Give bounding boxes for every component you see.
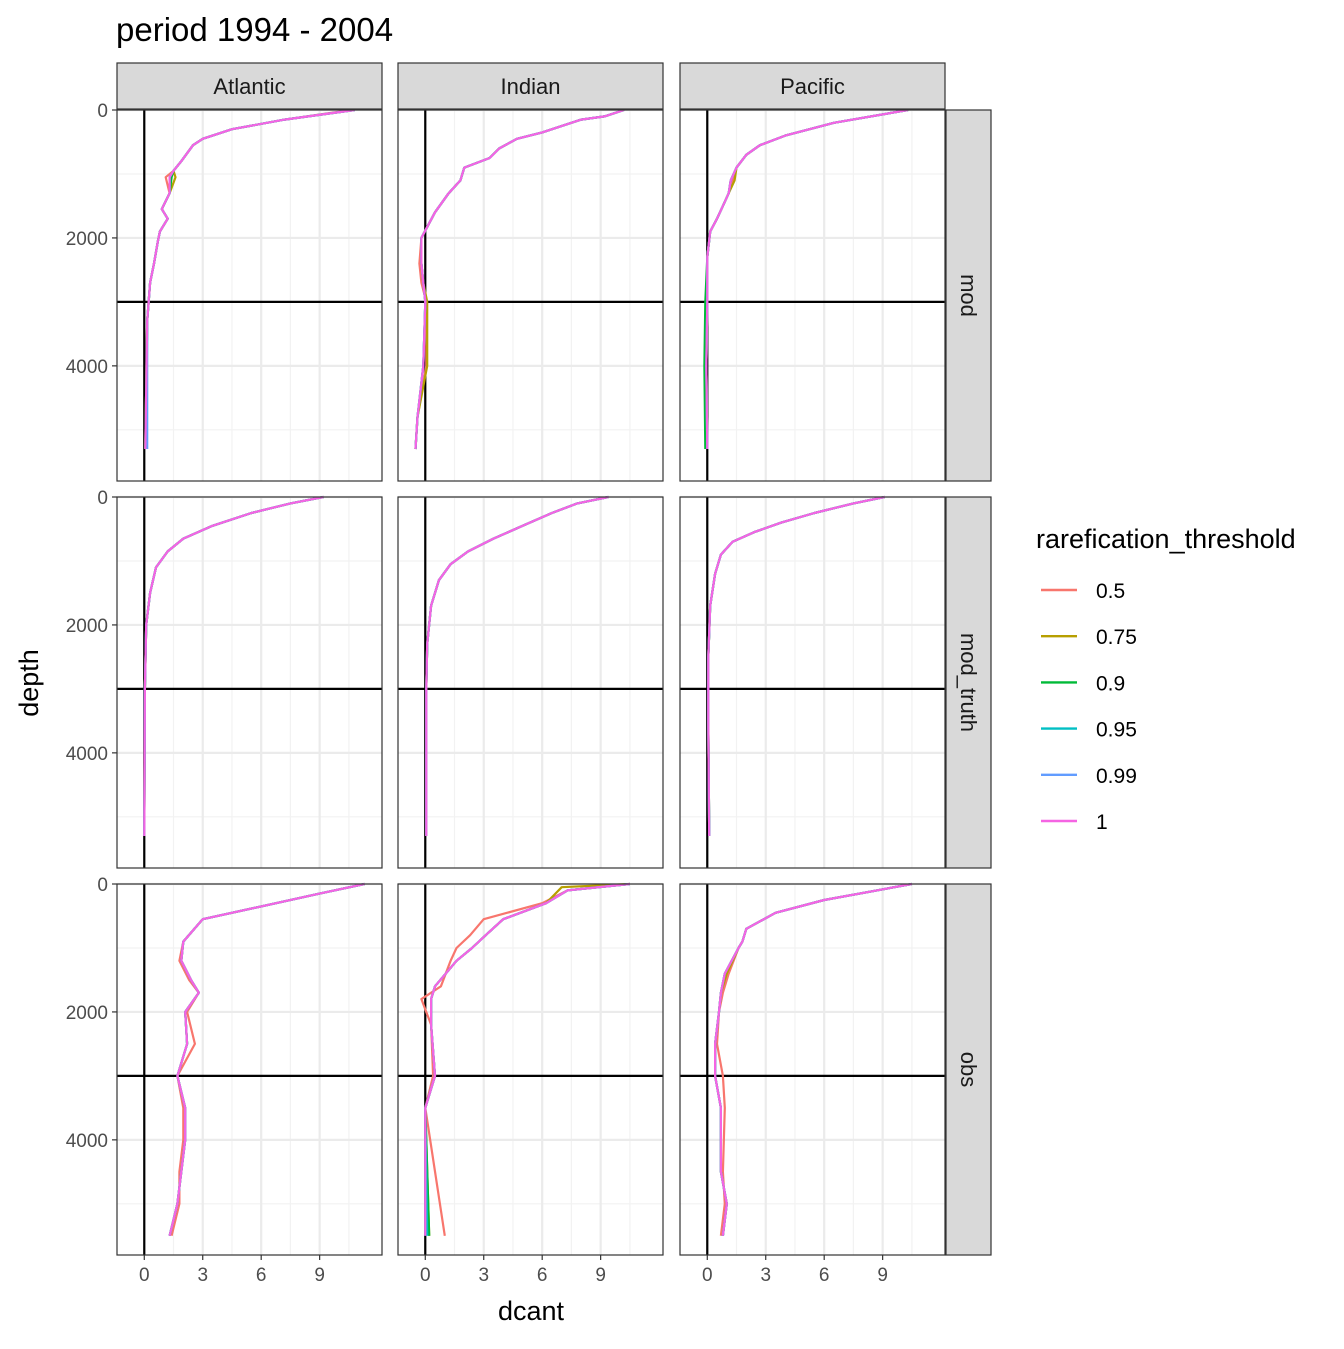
series-line-1 bbox=[168, 882, 365, 1237]
strip-label-indian: Indian bbox=[501, 74, 561, 99]
series-line-1 bbox=[425, 495, 609, 836]
strip-mod_truth bbox=[945, 496, 992, 869]
legend-title: rarefication_threshold bbox=[1036, 524, 1296, 554]
panel-background bbox=[117, 110, 382, 481]
legend-item: 0.9 bbox=[1041, 672, 1125, 695]
y-tick-label: 0 bbox=[97, 101, 108, 122]
panel-background bbox=[680, 110, 945, 481]
series-line-1 bbox=[424, 882, 631, 1236]
facet-panels bbox=[116, 108, 946, 1256]
x-tick-label: 0 bbox=[420, 1265, 431, 1286]
strip-pacific bbox=[679, 62, 946, 110]
x-tick-label: 3 bbox=[760, 1265, 771, 1286]
y-tick-label: 4000 bbox=[66, 744, 108, 765]
panel-mod-atlantic bbox=[116, 108, 383, 482]
strip-label-obs: obs bbox=[956, 1052, 981, 1087]
legend-label: 0.95 bbox=[1096, 719, 1137, 742]
y-tick-label: 2000 bbox=[66, 616, 108, 637]
panel-obs-pacific bbox=[679, 882, 946, 1256]
panel-background bbox=[398, 110, 663, 481]
legend-label: 0.75 bbox=[1096, 626, 1137, 649]
legend-item: 0.75 bbox=[1041, 626, 1137, 649]
y-tick-label: 0 bbox=[97, 488, 108, 509]
panel-obs-indian bbox=[397, 882, 664, 1256]
legend-label: 1 bbox=[1096, 811, 1108, 834]
y-tick-label: 2000 bbox=[66, 1003, 108, 1024]
x-tick-label: 9 bbox=[595, 1265, 606, 1286]
series-line-1 bbox=[144, 108, 355, 450]
strip-label-mod: mod bbox=[956, 274, 981, 317]
y-tick-label: 4000 bbox=[66, 357, 108, 378]
panel-border bbox=[397, 883, 664, 1256]
strip-indian bbox=[397, 62, 664, 110]
strip-mod bbox=[945, 109, 992, 482]
strip-label-mod_truth: mod_truth bbox=[956, 633, 981, 732]
panel-mod_truth-pacific bbox=[679, 495, 946, 869]
panel-border bbox=[679, 109, 946, 482]
panel-mod-indian bbox=[397, 108, 664, 482]
x-tick-label: 0 bbox=[139, 1265, 150, 1286]
strip-atlantic bbox=[116, 62, 383, 110]
axes: 0 2000 4000 0 2000 4000 0 2000 4000 0 3 6 9 0 3 6 9 0 3 6 9 bbox=[66, 101, 888, 1286]
legend-label: 0.9 bbox=[1096, 672, 1125, 695]
series-line-1 bbox=[713, 882, 913, 1236]
panel-obs-atlantic bbox=[116, 882, 383, 1256]
panel-mod_truth-indian bbox=[397, 495, 664, 869]
series-line-0_5 bbox=[420, 882, 631, 1236]
legend-label: 0.5 bbox=[1096, 580, 1125, 603]
y-tick-label: 4000 bbox=[66, 1131, 108, 1152]
panel-mod-pacific bbox=[679, 108, 946, 482]
x-tick-label: 3 bbox=[478, 1265, 489, 1286]
legend-item: 1 bbox=[1041, 811, 1108, 834]
legend-label: 0.99 bbox=[1096, 765, 1137, 788]
x-axis-title: dcant bbox=[498, 1296, 565, 1326]
strip-label-atlantic: Atlantic bbox=[213, 74, 285, 99]
panel-background bbox=[398, 884, 663, 1255]
series-line-1 bbox=[143, 495, 324, 837]
x-tick-label: 6 bbox=[537, 1265, 548, 1286]
y-tick-label: 0 bbox=[97, 875, 108, 896]
chart-title: period 1994 - 2004 bbox=[116, 11, 393, 48]
x-tick-label: 3 bbox=[197, 1265, 208, 1286]
x-tick-label: 0 bbox=[702, 1265, 713, 1286]
panel-border bbox=[679, 883, 946, 1256]
panel-background bbox=[398, 497, 663, 868]
panel-border bbox=[397, 109, 664, 482]
panel-border bbox=[679, 496, 946, 869]
strip-obs bbox=[945, 883, 992, 1256]
x-tick-label: 6 bbox=[256, 1265, 267, 1286]
x-tick-label: 9 bbox=[314, 1265, 325, 1286]
panel-background bbox=[117, 884, 382, 1255]
panel-border bbox=[116, 496, 383, 869]
panel-border bbox=[397, 496, 664, 869]
panel-border bbox=[116, 883, 383, 1256]
series-line-1 bbox=[414, 108, 625, 450]
panel-border bbox=[116, 109, 383, 482]
series-line-1 bbox=[707, 495, 885, 837]
panel-mod_truth-atlantic bbox=[116, 495, 383, 869]
y-tick-label: 2000 bbox=[66, 229, 108, 250]
series-line-1 bbox=[705, 108, 909, 450]
legend-item: 0.5 bbox=[1041, 580, 1125, 603]
x-tick-label: 9 bbox=[877, 1265, 888, 1286]
x-tick-label: 6 bbox=[819, 1265, 830, 1286]
legend-item: 0.99 bbox=[1041, 765, 1137, 788]
legend-item: 0.95 bbox=[1041, 719, 1137, 742]
legend-keys: 0.5 0.75 0.9 0.95 0.99 1 bbox=[1041, 580, 1137, 834]
panel-background bbox=[117, 497, 382, 868]
strip-label-pacific: Pacific bbox=[780, 74, 845, 99]
panel-background bbox=[680, 497, 945, 868]
y-axis-title: depth bbox=[14, 649, 44, 717]
panel-background bbox=[680, 884, 945, 1255]
legend: rarefication_threshold 0.5 0.75 0.9 0.95 0.9… bbox=[1036, 524, 1296, 834]
